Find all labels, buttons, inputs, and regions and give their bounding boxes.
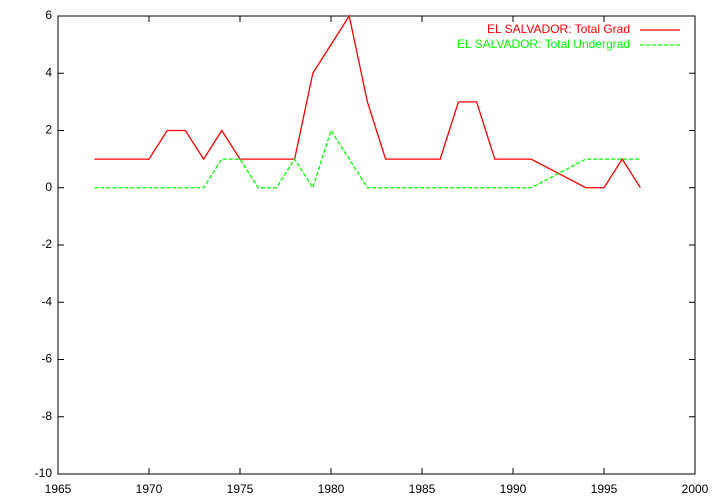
x-tick-label: 1990 [500, 482, 527, 496]
plot-border [57, 15, 696, 475]
x-tick-label: 1995 [591, 482, 618, 496]
y-tick-label: -4 [41, 294, 52, 308]
x-tick-label: 1970 [136, 482, 163, 496]
y-tick-label: -10 [35, 466, 53, 480]
y-tick-label: 0 [45, 180, 52, 194]
series-line [94, 128, 641, 190]
y-tick-label: -8 [41, 409, 52, 423]
series-line [94, 14, 641, 189]
x-tick-label: 1965 [45, 482, 72, 496]
y-tick-label: 4 [45, 65, 52, 79]
x-tick-label: 1985 [409, 482, 436, 496]
x-tick-label: 1980 [318, 482, 345, 496]
x-tick-label: 2000 [682, 482, 709, 496]
y-tick-label: 6 [45, 8, 52, 22]
y-tick-label: -6 [41, 352, 52, 366]
y-tick-label: -2 [41, 237, 52, 251]
legend-label: EL SALVADOR: Total Undergrad [457, 37, 630, 51]
legend-label: EL SALVADOR: Total Grad [487, 22, 630, 36]
x-tick-label: 1975 [227, 482, 254, 496]
y-tick-label: 2 [45, 123, 52, 137]
